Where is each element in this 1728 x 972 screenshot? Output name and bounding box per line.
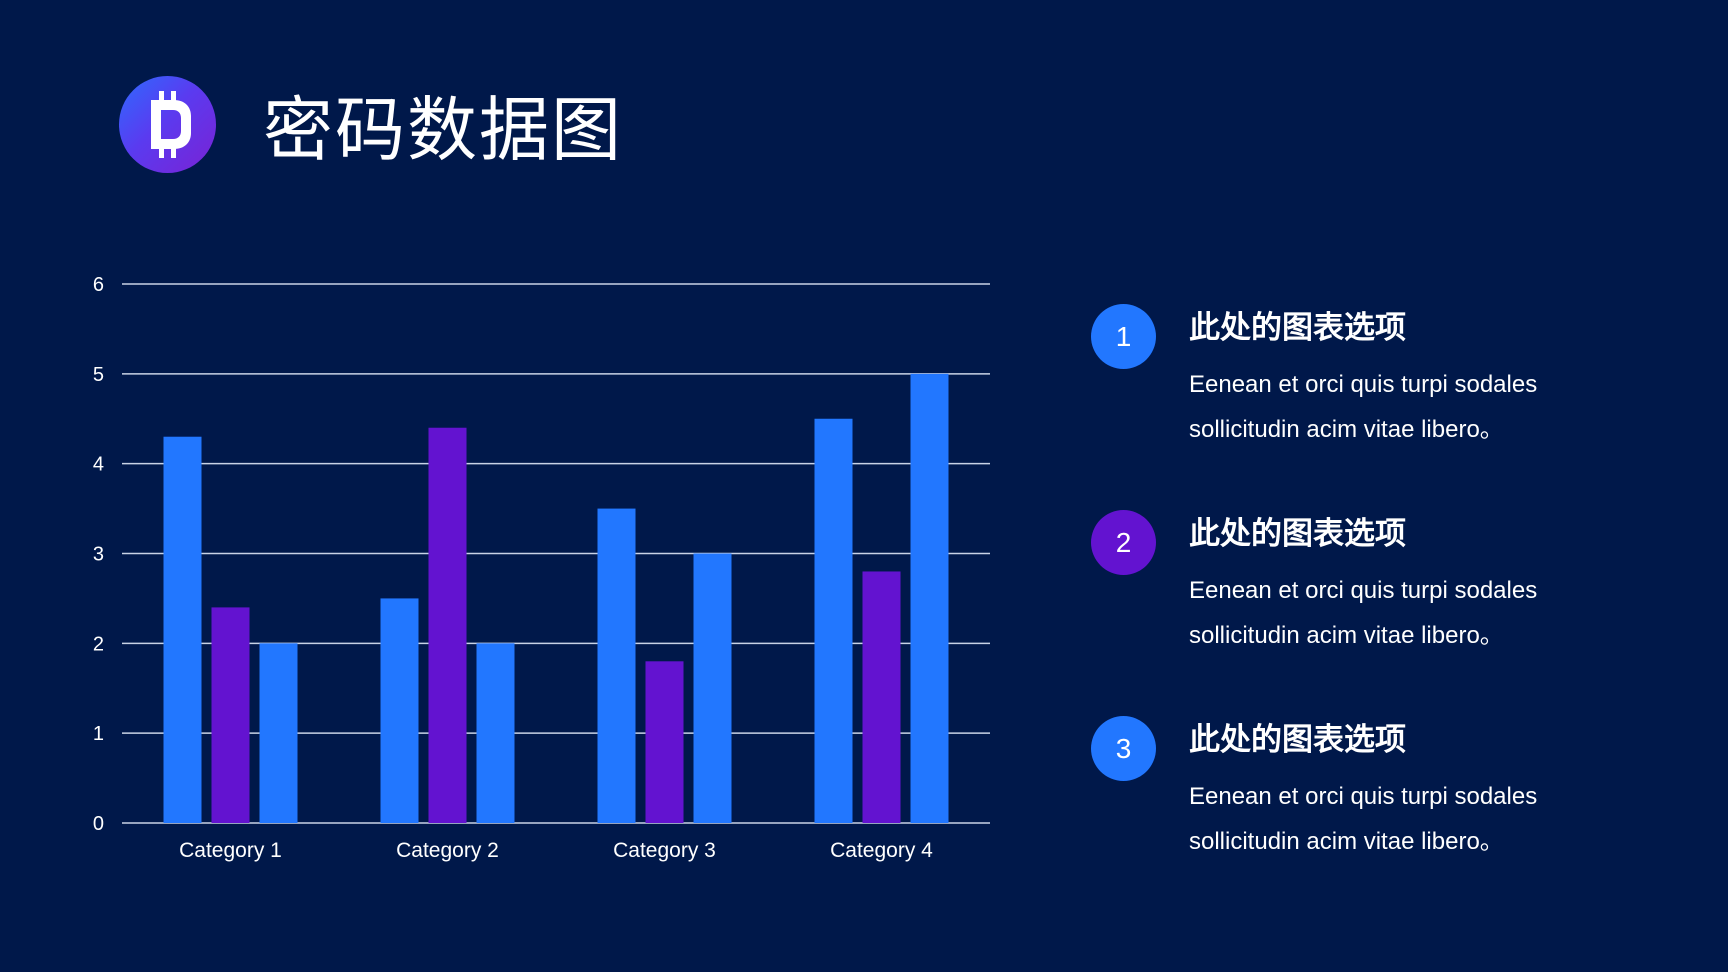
logo [119, 76, 216, 173]
y-tick-label: 1 [93, 723, 104, 745]
legend-number-badge: 1 [1091, 304, 1156, 369]
x-tick-label: Category 4 [830, 839, 933, 862]
legend-title: 此处的图表选项 [1189, 310, 1406, 345]
legend-number-badge: 2 [1091, 510, 1156, 575]
bar [380, 598, 419, 823]
bar [645, 661, 684, 823]
legend-description-line: sollicitudin acim vitae libero。 [1189, 828, 1504, 855]
bar [476, 643, 515, 823]
legend-title: 此处的图表选项 [1189, 516, 1406, 551]
y-tick-label: 5 [93, 364, 104, 386]
legend-description-line: Eenean et orci quis turpi sodales [1189, 783, 1538, 810]
legend-number-badge: 3 [1091, 716, 1156, 781]
legend-item: 1 此处的图表选项 Eenean et orci quis turpi sodale… [1091, 304, 1651, 454]
legend-description-line: Eenean et orci quis turpi sodales [1189, 371, 1538, 398]
y-tick-label: 0 [93, 813, 104, 835]
bar [163, 436, 202, 823]
y-tick-label: 3 [93, 544, 104, 566]
legend-description: Eenean et orci quis turpi sodales sollici… [1189, 568, 1609, 658]
legend-item: 3 此处的图表选项 Eenean et orci quis turpi sodale… [1091, 716, 1651, 866]
x-tick-label: Category 2 [396, 839, 499, 862]
bar [814, 418, 853, 823]
bar [259, 643, 298, 823]
legend-description-line: sollicitudin acim vitae libero。 [1189, 416, 1504, 443]
bar [862, 571, 901, 823]
bar [910, 373, 949, 823]
page-title: 密码数据图 [263, 91, 623, 169]
legend-description-line: sollicitudin acim vitae libero。 [1189, 622, 1504, 649]
legend-item: 2 此处的图表选项 Eenean et orci quis turpi sodale… [1091, 510, 1651, 660]
bar [693, 553, 732, 823]
x-tick-label: Category 1 [179, 839, 282, 862]
y-tick-label: 2 [93, 633, 104, 655]
cryptocurrency-coin-icon [151, 91, 191, 158]
legend-description-line: Eenean et orci quis turpi sodales [1189, 577, 1538, 604]
y-tick-label: 4 [93, 454, 104, 476]
bar [428, 427, 467, 823]
x-tick-label: Category 3 [613, 839, 716, 862]
bar [211, 607, 250, 823]
y-tick-label: 6 [93, 274, 104, 296]
legend-description: Eenean et orci quis turpi sodales sollici… [1189, 362, 1609, 452]
legend-description: Eenean et orci quis turpi sodales sollici… [1189, 774, 1609, 864]
legend-title: 此处的图表选项 [1189, 722, 1406, 757]
bar [597, 508, 636, 823]
